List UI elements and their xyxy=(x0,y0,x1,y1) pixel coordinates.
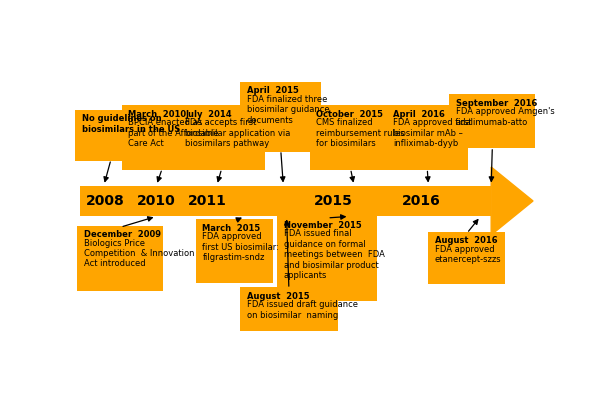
FancyBboxPatch shape xyxy=(428,232,505,284)
Text: November  2015: November 2015 xyxy=(284,221,362,230)
Text: FDA finalized three
biosimilar guidance
documents: FDA finalized three biosimilar guidance … xyxy=(247,95,329,125)
Text: September  2016: September 2016 xyxy=(456,99,537,108)
Text: 2008: 2008 xyxy=(86,194,125,208)
FancyBboxPatch shape xyxy=(240,82,322,152)
Text: March  2010: March 2010 xyxy=(128,109,186,119)
FancyBboxPatch shape xyxy=(310,105,391,170)
FancyBboxPatch shape xyxy=(179,105,265,170)
FancyBboxPatch shape xyxy=(77,226,163,290)
Text: FDA accepts first
biosimilar application via
biosimilars pathway: FDA accepts first biosimilar application… xyxy=(185,118,290,148)
FancyBboxPatch shape xyxy=(121,105,203,170)
Text: FDA issued draft guidance
on biosimilar  naming: FDA issued draft guidance on biosimilar … xyxy=(247,300,358,320)
Text: October  2015: October 2015 xyxy=(316,109,383,119)
FancyBboxPatch shape xyxy=(196,219,272,283)
Text: FDA approved first
biosimilar mAb –
infliximab-dyyb: FDA approved first biosimilar mAb – infl… xyxy=(393,118,472,148)
Text: CMS finalized
reimbursement rules
for biosimilars: CMS finalized reimbursement rules for bi… xyxy=(316,118,405,148)
Text: FDA issued final
guidance on formal
meetings between  FDA
and biosimilar product: FDA issued final guidance on formal meet… xyxy=(284,229,385,280)
Text: April  2016: April 2016 xyxy=(393,109,445,119)
Text: April  2015: April 2015 xyxy=(247,86,298,95)
Text: August  2016: August 2016 xyxy=(435,236,497,245)
Text: FDA approved
etanercept-szzs: FDA approved etanercept-szzs xyxy=(435,245,502,264)
Text: No guidelines on
biosimilars in the US: No guidelines on biosimilars in the US xyxy=(82,114,180,134)
Text: December  2009: December 2009 xyxy=(84,230,161,239)
Text: 2011: 2011 xyxy=(188,194,227,208)
Text: March  2015: March 2015 xyxy=(202,224,260,233)
FancyBboxPatch shape xyxy=(80,186,491,217)
FancyArrow shape xyxy=(491,167,533,235)
FancyBboxPatch shape xyxy=(449,95,535,148)
Text: FDA approved
first US biosimilar:
filgrastim-sndz: FDA approved first US biosimilar: filgra… xyxy=(202,233,279,262)
FancyBboxPatch shape xyxy=(386,105,468,170)
Text: FDA approved Amgen's
adalimumab-atto: FDA approved Amgen's adalimumab-atto xyxy=(456,107,554,127)
Text: August  2015: August 2015 xyxy=(247,292,309,301)
Text: BPCIA enacted as
part of the Affordable
Care Act: BPCIA enacted as part of the Affordable … xyxy=(128,118,218,148)
FancyBboxPatch shape xyxy=(240,288,338,331)
Text: July  2014: July 2014 xyxy=(185,109,232,119)
Text: 2016: 2016 xyxy=(402,194,441,208)
FancyBboxPatch shape xyxy=(75,110,147,161)
Text: 2015: 2015 xyxy=(314,194,353,208)
Text: 2010: 2010 xyxy=(137,194,176,208)
FancyBboxPatch shape xyxy=(277,217,377,301)
Text: Biologics Price
Competition  & Innovation
Act introduced: Biologics Price Competition & Innovation… xyxy=(84,239,194,268)
